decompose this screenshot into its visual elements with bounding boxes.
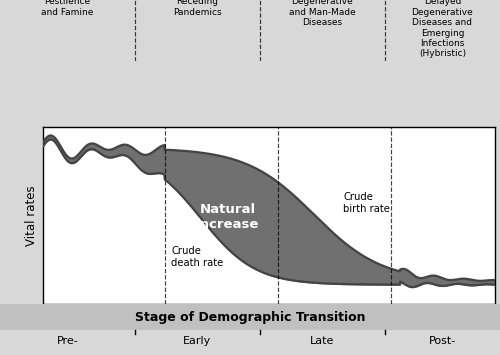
Text: Pestilence
and Famine: Pestilence and Famine bbox=[42, 0, 94, 17]
Text: Late: Late bbox=[310, 336, 334, 346]
Text: Delayed
Degenerative
Diseases and
Emerging
Infections
(Hybristic): Delayed Degenerative Diseases and Emergi… bbox=[412, 0, 474, 58]
Text: Pre-: Pre- bbox=[56, 336, 78, 346]
Text: Degenerative
and Man-Made
Diseases: Degenerative and Man-Made Diseases bbox=[289, 0, 356, 27]
Text: Natural
increase: Natural increase bbox=[196, 203, 260, 231]
Text: Post-: Post- bbox=[429, 336, 456, 346]
Text: Early: Early bbox=[184, 336, 212, 346]
Text: Crude
death rate: Crude death rate bbox=[172, 246, 224, 268]
Text: Stage of Demographic Transition: Stage of Demographic Transition bbox=[135, 311, 365, 324]
Y-axis label: Vital rates: Vital rates bbox=[26, 185, 38, 246]
Text: Crude
birth rate: Crude birth rate bbox=[344, 192, 390, 214]
Text: Receding
Pandemics: Receding Pandemics bbox=[173, 0, 222, 17]
